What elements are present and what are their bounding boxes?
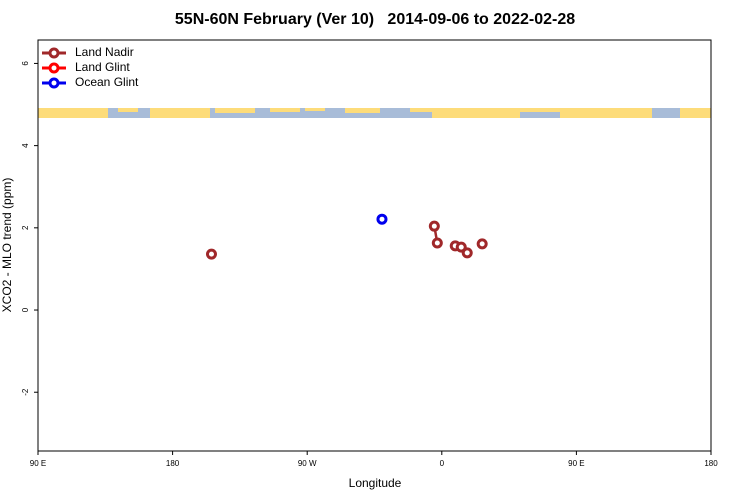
- legend-marker: [48, 77, 60, 89]
- x-tick-label: 90 W: [298, 459, 317, 468]
- point: [376, 213, 388, 225]
- point: [461, 247, 473, 259]
- x-tick-label: 0: [440, 459, 445, 468]
- y-tick-label: 0: [21, 307, 30, 312]
- legend-marker: [48, 62, 60, 74]
- x-tick-label: 180: [704, 459, 718, 468]
- point: [476, 238, 488, 250]
- x-tick-label: 90 E: [30, 459, 46, 468]
- point: [205, 248, 217, 260]
- chart-title: 55N-60N February (Ver 10) 2014-09-06 to …: [175, 11, 575, 28]
- point: [431, 237, 443, 249]
- plot-frame: [37, 39, 712, 452]
- y-tick-label: 2: [21, 225, 30, 230]
- legend-marker: [48, 47, 60, 59]
- legend-label: Ocean Glint: [75, 75, 139, 89]
- legend-label: Land Nadir: [75, 45, 134, 59]
- point: [428, 220, 440, 232]
- x-axis-label: Longitude: [349, 476, 402, 490]
- x-tick-label: 90 E: [568, 459, 584, 468]
- y-tick-label: -2: [21, 388, 30, 396]
- y-tick-label: 6: [21, 61, 30, 66]
- x-tick-label: 180: [166, 459, 180, 468]
- legend-label: Land Glint: [75, 60, 130, 74]
- y-axis-label: XCO2 - MLO trend (ppm): [0, 178, 14, 313]
- y-tick-label: 4: [21, 143, 30, 148]
- map-strip: [38, 108, 711, 118]
